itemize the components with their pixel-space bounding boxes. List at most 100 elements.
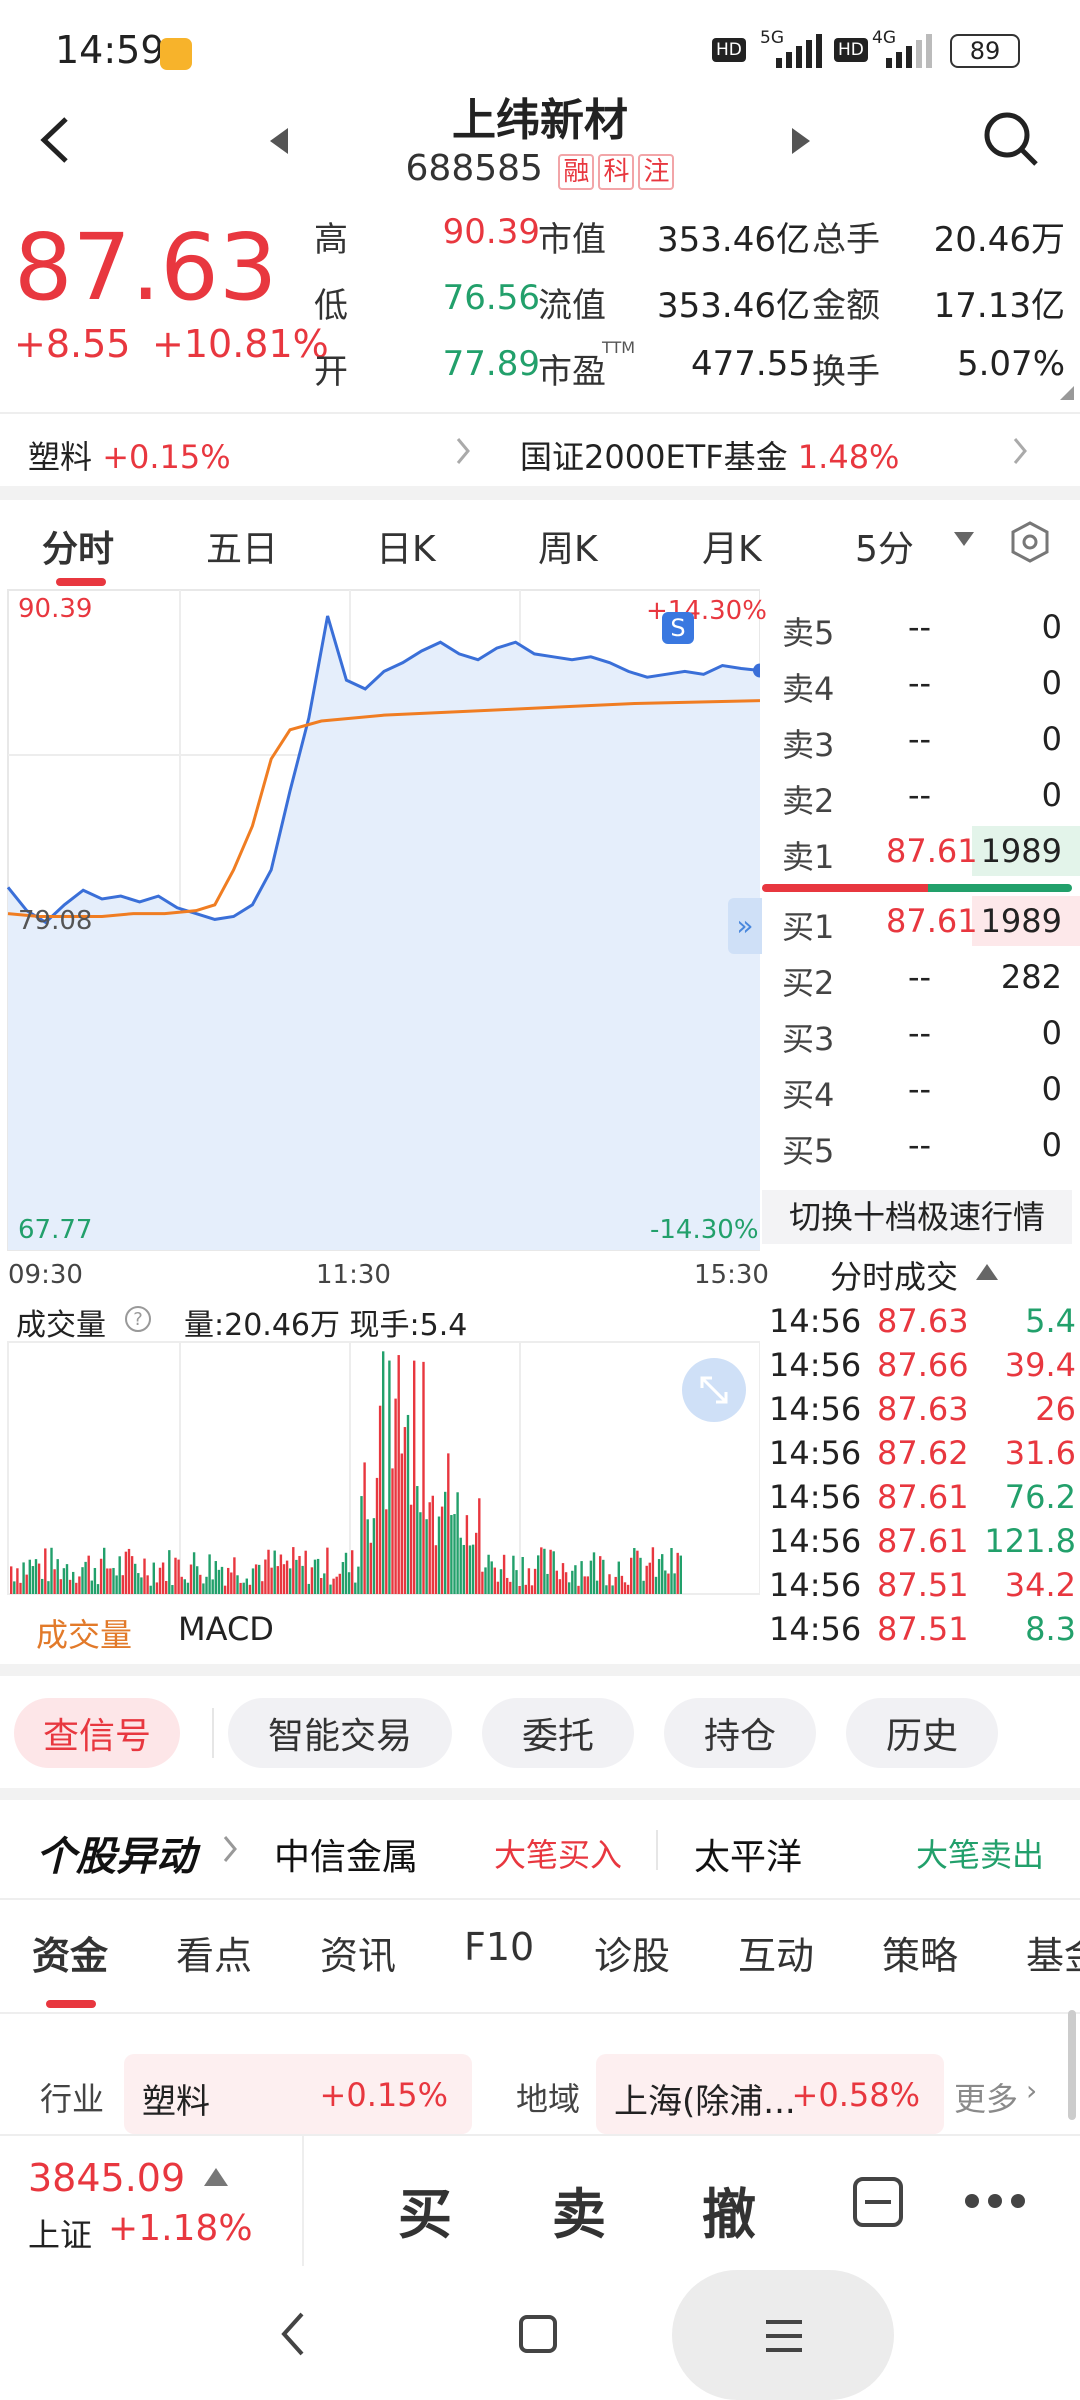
system-home-icon[interactable] (518, 2314, 558, 2354)
system-menu-button[interactable] (672, 2270, 894, 2400)
tab-monthly-k[interactable]: 月K (702, 529, 762, 570)
menu-icon (766, 2320, 802, 2352)
tab-funds[interactable]: 资金 (32, 1934, 109, 1978)
volume-bar (369, 1542, 372, 1594)
tab-highlights[interactable]: 看点 (176, 1934, 253, 1978)
more-options-icon[interactable] (962, 2190, 1028, 2212)
scrollbar[interactable] (1068, 2010, 1076, 2120)
tab-f10[interactable]: F10 (464, 1925, 535, 1969)
check-signal-button[interactable]: 查信号 (14, 1698, 180, 1768)
indicator-tab-macd[interactable]: MACD (178, 1610, 274, 1648)
sort-up-icon[interactable] (974, 1262, 1000, 1282)
orders-button[interactable]: 委托 (482, 1698, 634, 1768)
volume-bar (574, 1565, 577, 1594)
switch-depth-button[interactable]: 切换十档极速行情 (762, 1190, 1072, 1244)
turnover-rate-label: 换手 (812, 352, 880, 392)
volume-bar (99, 1558, 103, 1594)
volume-chart[interactable] (0, 1340, 760, 1596)
back-icon[interactable] (38, 115, 72, 165)
volume-bar (177, 1559, 180, 1594)
x-label-close: 15:30 (694, 1260, 769, 1290)
tab-daily-k[interactable]: 日K (376, 529, 436, 570)
volume-bar (533, 1568, 537, 1594)
tab-intraday[interactable]: 分时 (42, 529, 115, 570)
volume-bar (444, 1491, 447, 1594)
volume-bar (521, 1557, 524, 1594)
volume-bar (382, 1351, 385, 1594)
chevron-right-icon-2 (1013, 438, 1027, 464)
tick-row: 14:56 87.63 26 (769, 1390, 1076, 1428)
svg-text:?: ? (133, 1309, 143, 1330)
cancel-order-button[interactable]: 撤 (702, 2183, 756, 2246)
volume-bar (431, 1495, 434, 1594)
tab-weekly-k[interactable]: 周K (538, 529, 598, 570)
open-value: 77.89 (442, 344, 540, 384)
industry-chip[interactable]: 塑料 +0.15% (124, 2054, 472, 2134)
indicator-tab-volume[interactable]: 成交量 (36, 1616, 133, 1654)
volume-bar (53, 1569, 56, 1594)
buy-button[interactable]: 买 (398, 2183, 452, 2246)
stock-alerts[interactable]: 个股异动 中信金属 大笔买入 太平洋 大笔卖出 (0, 1800, 1080, 1898)
volume-bar (416, 1486, 419, 1594)
industry-pct: +0.15% (319, 2076, 448, 2114)
sector-right[interactable]: 国证2000ETF基金 1.48% (520, 432, 899, 478)
volume-bar (341, 1562, 345, 1594)
tick-row: 14:56 87.63 5.4 (769, 1302, 1076, 1340)
next-stock-icon[interactable] (790, 126, 812, 156)
tab-five-day[interactable]: 五日 (206, 529, 279, 570)
volume-bar (664, 1570, 667, 1594)
smart-trade-button[interactable]: 智能交易 (228, 1698, 452, 1768)
dropdown-icon[interactable] (952, 530, 976, 548)
sector-name: 塑料 (28, 438, 93, 476)
volume-bar (465, 1515, 469, 1594)
volume-bar (84, 1561, 87, 1594)
volume-bar (592, 1552, 596, 1594)
volume-bar (245, 1578, 248, 1594)
volume-bar (645, 1565, 648, 1594)
help-icon[interactable]: ? (124, 1305, 152, 1333)
sell-button[interactable]: 卖 (552, 2183, 606, 2246)
intraday-chart[interactable] (0, 588, 760, 1258)
settings-icon[interactable] (1008, 520, 1052, 564)
expand-corner-icon[interactable] (1060, 386, 1074, 400)
system-back-icon[interactable] (278, 2310, 308, 2358)
minimize-icon[interactable] (852, 2176, 904, 2228)
search-icon[interactable] (982, 110, 1040, 168)
collapse-panel-button[interactable]: » (728, 898, 762, 954)
signal-marker-icon[interactable]: S (662, 612, 694, 644)
sector-left[interactable]: 塑料 +0.15% (28, 432, 231, 478)
x-label-midday: 11:30 (316, 1260, 391, 1290)
up-arrow-icon (204, 2168, 228, 2186)
volume-bar (478, 1498, 481, 1594)
tab-news[interactable]: 资讯 (320, 1934, 397, 1978)
tab-strategy[interactable]: 策略 (882, 1934, 959, 1978)
positions-button[interactable]: 持仓 (664, 1698, 816, 1768)
tab-interact[interactable]: 互动 (738, 1934, 815, 1978)
volume-bar (264, 1559, 267, 1594)
volume-bar (121, 1575, 124, 1594)
volume-bar (512, 1555, 515, 1594)
volume-bar (338, 1573, 341, 1594)
industry-label: 行业 (40, 2080, 105, 2118)
fullscreen-button[interactable] (682, 1358, 746, 1422)
stock-code-row: 688585 融科注 (300, 148, 780, 190)
tab-fund[interactable]: 基金 (1026, 1934, 1080, 1978)
volume-bar (47, 1581, 50, 1594)
signal-icon-2 (886, 34, 932, 68)
volume-bar (196, 1566, 199, 1594)
prev-stock-icon[interactable] (268, 126, 290, 156)
more-link[interactable]: 更多 (954, 2080, 1019, 2118)
volume-bar (413, 1360, 416, 1594)
tab-minute-period[interactable]: 5分 (855, 529, 914, 570)
history-button[interactable]: 历史 (846, 1698, 998, 1768)
region-chip[interactable]: 上海(除浦... +0.58% (596, 2054, 944, 2134)
volume-bar (667, 1573, 670, 1594)
tab-diagnose[interactable]: 诊股 (594, 1934, 671, 1978)
volume-bar (375, 1477, 379, 1594)
status-time: 14:59 (55, 28, 165, 72)
tick-row: 14:56 87.51 34.2 (769, 1566, 1076, 1604)
price-line (6, 615, 760, 925)
volume-bar (626, 1584, 630, 1594)
volume-bar (450, 1515, 453, 1594)
float-cap-value: 353.46亿 (657, 286, 810, 326)
